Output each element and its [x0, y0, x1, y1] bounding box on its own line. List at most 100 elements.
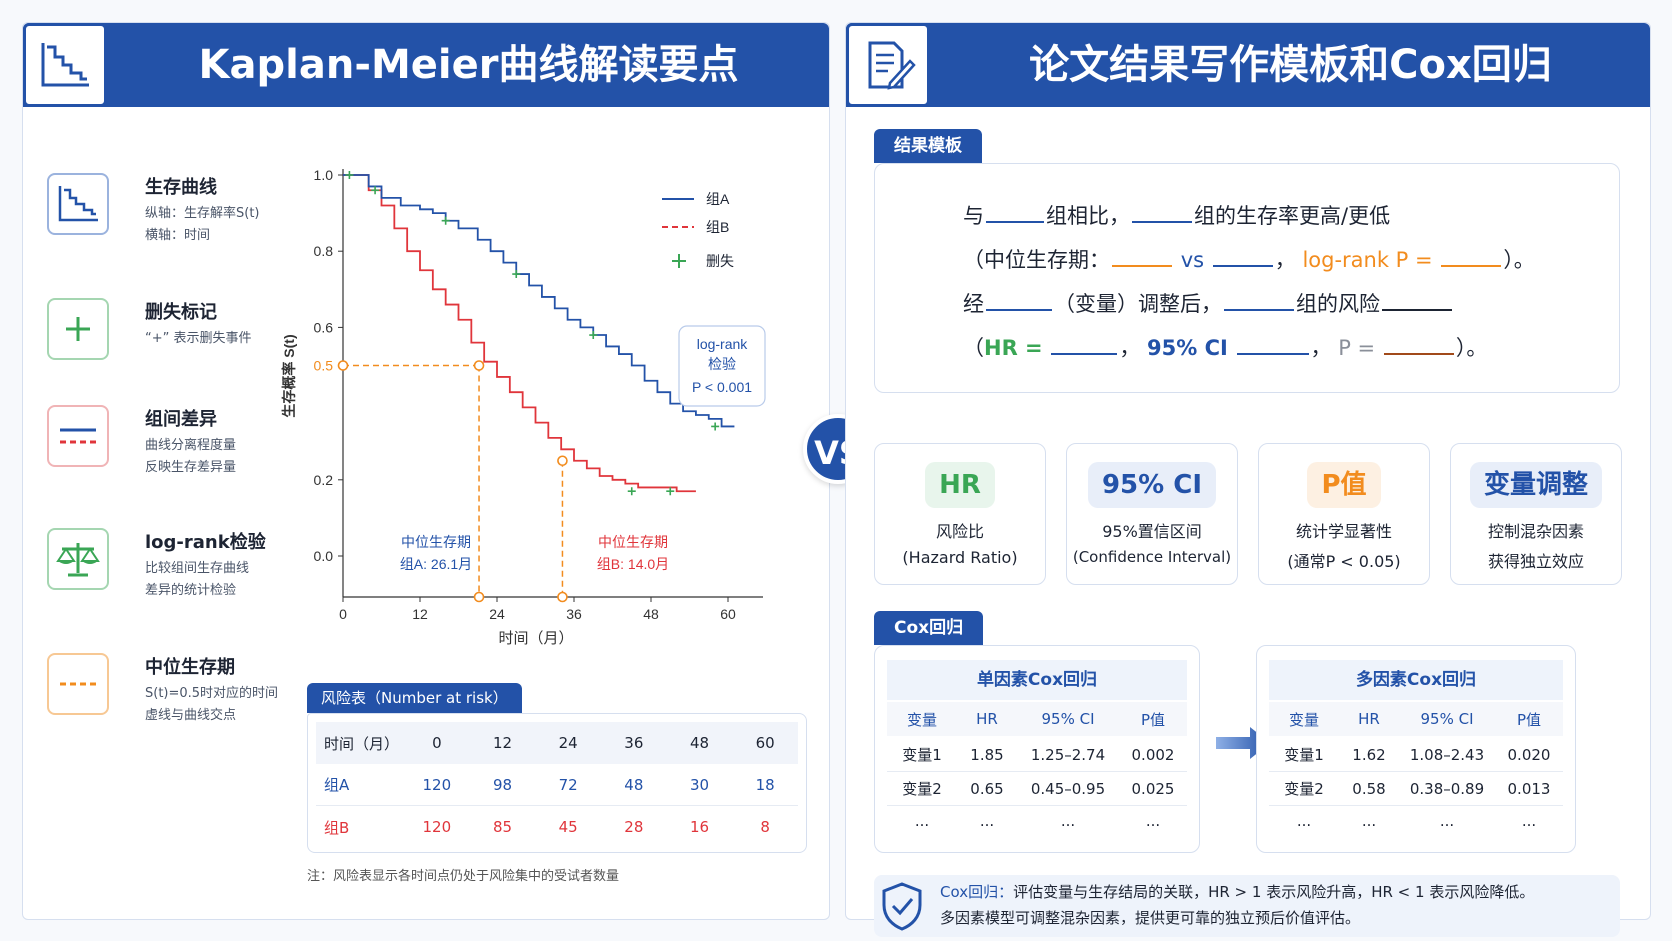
legend-title: 中位生存期	[145, 657, 235, 678]
x-tick-label: 24	[489, 606, 505, 622]
template-line-1: 与组相比， 组的生存率更高/更低	[963, 204, 1391, 228]
cox-table-header: 变量 HR 95% CI P值	[1269, 702, 1563, 736]
table-row: ............	[914, 812, 1161, 830]
logrank-box	[678, 325, 766, 407]
legend-survival-curve: 生存曲线 纵轴：生存解率S(t) 横轴：时间	[47, 173, 277, 253]
two-lines-icon	[47, 405, 109, 467]
risk-table-tag: 风险表（Number at risk）	[307, 683, 522, 713]
median-value-a: 组A: 26.1月	[400, 556, 472, 572]
concept-line: (通常P < 0.05)	[1287, 552, 1401, 571]
legend-label-censor: 删失	[706, 253, 734, 269]
censor-mark	[512, 270, 521, 279]
table-row: 变量2 0.58 0.38–0.89 0.013	[1269, 772, 1563, 806]
km-curve-icon	[23, 23, 107, 107]
table-row: 变量1 1.85 1.25–2.74 0.002	[887, 738, 1187, 772]
censor-mark	[589, 331, 598, 340]
x-tick-label: 0	[339, 606, 347, 622]
document-pen-icon	[846, 23, 930, 107]
concept-line: (Confidence Interval)	[1072, 548, 1232, 566]
risk-table-note: 注：风险表显示各时间点仍处于风险集中的受试者数量	[307, 869, 620, 884]
series-line-group-b	[343, 174, 696, 493]
y-tick-label: 0.5	[314, 358, 334, 374]
x-tick-label: 12	[412, 606, 428, 622]
legend-logrank: log-rank检验 比较组间生存曲线 差异的统计检验	[47, 528, 277, 608]
legend-median: 中位生存期 S(t)=0.5时对应的时间 虚线与曲线交点	[47, 653, 279, 733]
table-row: ............	[1296, 812, 1537, 830]
concept-line: 95%置信区间	[1102, 522, 1202, 541]
median-label-b: 中位生存期	[598, 534, 668, 550]
median-point	[557, 591, 568, 603]
km-panel: Kaplan-Meier曲线解读要点 生存曲线 纵轴：生存解率S(t) 横轴：时…	[22, 22, 830, 920]
legend-label-b: 组B	[706, 219, 729, 235]
concept-badge: HR	[925, 462, 995, 508]
legend-label-a: 组A	[706, 191, 730, 207]
plus-icon	[47, 298, 109, 360]
cox-note: Cox回归：评估变量与生存结局的关联，HR > 1 表示风险升高，HR < 1 …	[874, 875, 1620, 937]
median-point	[473, 591, 485, 603]
concept-card-hr: HR 风险比 (Hazard Ratio)	[874, 443, 1046, 585]
risk-table: 时间（月） 0 12 24 36 48 60 组A 120 98 72 48 3…	[307, 713, 807, 853]
logrank-title: log-rank	[697, 336, 749, 352]
template-line-4: （HR = ， 95% CI ， P = ）。	[963, 336, 1488, 360]
y-tick-label: 0.0	[314, 548, 334, 564]
concept-card-p: P值 统计学显著性 (通常P < 0.05)	[1258, 443, 1430, 585]
writing-panel-header: 论文结果写作模板和Cox回归	[846, 23, 1650, 107]
table-row: 组B 120 85 45 28 16 8	[324, 818, 770, 837]
concept-line: (Hazard Ratio)	[902, 548, 1018, 567]
cox-note-line-1: Cox回归：评估变量与生存结局的关联，HR > 1 表示风险升高，HR < 1 …	[940, 883, 1535, 901]
y-axis-label: 生存概率 S(t)	[281, 334, 297, 417]
writing-panel-title: 论文结果写作模板和Cox回归	[1029, 42, 1552, 88]
censor-mark	[711, 422, 720, 431]
concept-line: 风险比	[935, 522, 984, 541]
logrank-subtitle: 检验	[708, 356, 736, 372]
template-tag: 结果模板	[874, 129, 982, 163]
y-tick-label: 0.6	[314, 319, 334, 335]
cox-multivariate-table: 多因素Cox回归 变量 HR 95% CI P值 变量1 1.62 1.08–2.43 0.…	[1256, 645, 1576, 853]
concept-badge: 95% CI	[1087, 462, 1217, 508]
censor-mark	[627, 487, 636, 496]
censor-mark	[371, 186, 380, 195]
concept-card-adjust: 变量调整 控制混杂因素 获得独立效应	[1450, 443, 1622, 585]
legend-desc: “+” 表示删失事件	[145, 331, 252, 346]
template-line-2: （中位生存期： vs ， log-rank P = ）。	[963, 248, 1535, 272]
template-line-3: 经（变量）调整后， 组的风险	[963, 288, 1454, 318]
x-axis-label: 时间（月）	[498, 630, 573, 647]
shield-check-icon	[882, 882, 922, 931]
concept-badge: P值	[1307, 462, 1381, 508]
cox-table-header: 变量 HR 95% CI P值	[887, 702, 1187, 736]
concept-card-ci: 95% CI 95%置信区间 (Confidence Interval)	[1066, 443, 1238, 585]
x-tick-label: 60	[720, 606, 736, 622]
legend-censor-mark	[672, 254, 686, 268]
km-chart: 0.0 0.2 0.5 0.6 0.8 1.0 0 12 24 36 48 60 时间（月） 生存概率 S…	[281, 167, 766, 647]
cox-table-title: 单因素Cox回归	[887, 660, 1187, 700]
km-panel-title: Kaplan-Meier曲线解读要点	[198, 42, 739, 88]
median-label-a: 中位生存期	[401, 534, 471, 550]
censor-mark	[441, 216, 450, 225]
legend-censor: 删失标记 “+” 表示删失事件	[47, 298, 277, 378]
x-tick-label: 36	[566, 606, 582, 622]
cox-table-title: 多因素Cox回归	[1269, 660, 1563, 700]
concept-line: 统计学显著性	[1295, 522, 1392, 541]
x-tick-label: 48	[643, 606, 659, 622]
legend-desc: 比较组间生存曲线 差异的统计检验	[145, 561, 250, 598]
legend-title: 生存曲线	[145, 177, 217, 198]
writing-panel: 论文结果写作模板和Cox回归 结果模板 与组相比， 组的生存率更高/更低 （中位生…	[845, 22, 1651, 937]
legend-title: 组间差异	[145, 409, 217, 430]
table-row: 变量1 1.62 1.08–2.43 0.020	[1269, 738, 1563, 772]
median-point	[337, 360, 349, 371]
legend-desc: 纵轴：生存解率S(t) 横轴：时间	[145, 206, 260, 243]
cox-univariate-table: 单因素Cox回归 变量 HR 95% CI P值 变量1 1.85 1.25–2.74 0.…	[874, 645, 1200, 853]
median-point	[557, 455, 568, 467]
legend-desc: 曲线分离程度量 反映生存差异量	[145, 438, 237, 475]
legend-group-difference: 组间差异 曲线分离程度量 反映生存差异量	[47, 405, 277, 485]
scale-icon	[47, 528, 109, 590]
legend-desc: S(t)=0.5时对应的时间 虚线与曲线交点	[145, 686, 279, 723]
dashed-line-icon	[47, 653, 109, 715]
y-tick-label: 0.8	[314, 243, 334, 259]
km-panel-header: Kaplan-Meier曲线解读要点	[23, 23, 829, 107]
median-point	[473, 360, 485, 371]
series-line-group-a	[343, 174, 735, 428]
y-tick-label: 1.0	[314, 167, 334, 183]
concept-badge: 变量调整	[1469, 462, 1602, 508]
median-value-b: 组B: 14.0月	[597, 556, 669, 572]
